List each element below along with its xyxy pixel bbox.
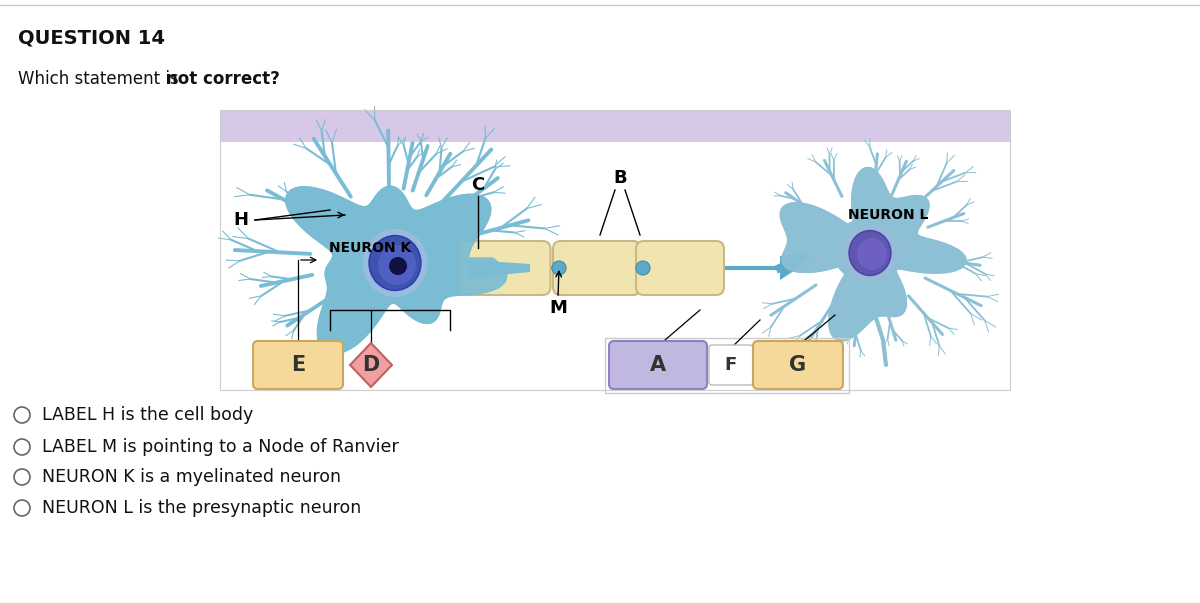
Ellipse shape	[370, 236, 421, 291]
Ellipse shape	[378, 245, 416, 285]
Text: M: M	[550, 299, 566, 317]
Text: LABEL H is the cell body: LABEL H is the cell body	[42, 406, 253, 424]
Bar	[605, 338, 850, 393]
Text: Which statement is: Which statement is	[18, 70, 184, 88]
FancyBboxPatch shape	[709, 345, 754, 385]
FancyBboxPatch shape	[460, 241, 551, 295]
Text: B: B	[613, 169, 626, 187]
FancyBboxPatch shape	[754, 341, 842, 389]
Text: A: A	[650, 355, 666, 375]
Text: G: G	[790, 355, 806, 375]
FancyBboxPatch shape	[553, 241, 641, 295]
Text: C: C	[472, 176, 485, 194]
Text: D: D	[362, 355, 379, 375]
Text: NEURON K: NEURON K	[329, 241, 412, 255]
Polygon shape	[780, 168, 966, 341]
Bar	[220, 142, 1010, 390]
Bar	[220, 110, 1010, 390]
Text: F: F	[725, 356, 737, 374]
Text: E: E	[290, 355, 305, 375]
Ellipse shape	[842, 224, 898, 282]
Text: H: H	[233, 211, 248, 229]
Polygon shape	[286, 186, 506, 354]
Circle shape	[552, 261, 566, 275]
FancyBboxPatch shape	[610, 341, 707, 389]
Polygon shape	[780, 168, 966, 341]
Circle shape	[636, 261, 650, 275]
Ellipse shape	[850, 230, 890, 276]
Polygon shape	[468, 260, 530, 278]
FancyBboxPatch shape	[636, 241, 724, 295]
Bar	[220, 110, 1010, 142]
FancyBboxPatch shape	[253, 341, 343, 389]
Polygon shape	[350, 343, 392, 387]
Polygon shape	[780, 252, 803, 280]
Polygon shape	[286, 186, 506, 354]
Text: NEURON K is a myelinated neuron: NEURON K is a myelinated neuron	[42, 468, 341, 486]
Ellipse shape	[857, 238, 887, 270]
Text: QUESTION 14: QUESTION 14	[18, 28, 166, 47]
Text: NEURON L: NEURON L	[848, 208, 928, 222]
Text: LABEL M is pointing to a Node of Ranvier: LABEL M is pointing to a Node of Ranvier	[42, 438, 398, 456]
Ellipse shape	[362, 229, 427, 297]
Circle shape	[389, 257, 407, 275]
Text: NEURON L is the presynaptic neuron: NEURON L is the presynaptic neuron	[42, 499, 361, 517]
Text: not correct?: not correct?	[166, 70, 280, 88]
